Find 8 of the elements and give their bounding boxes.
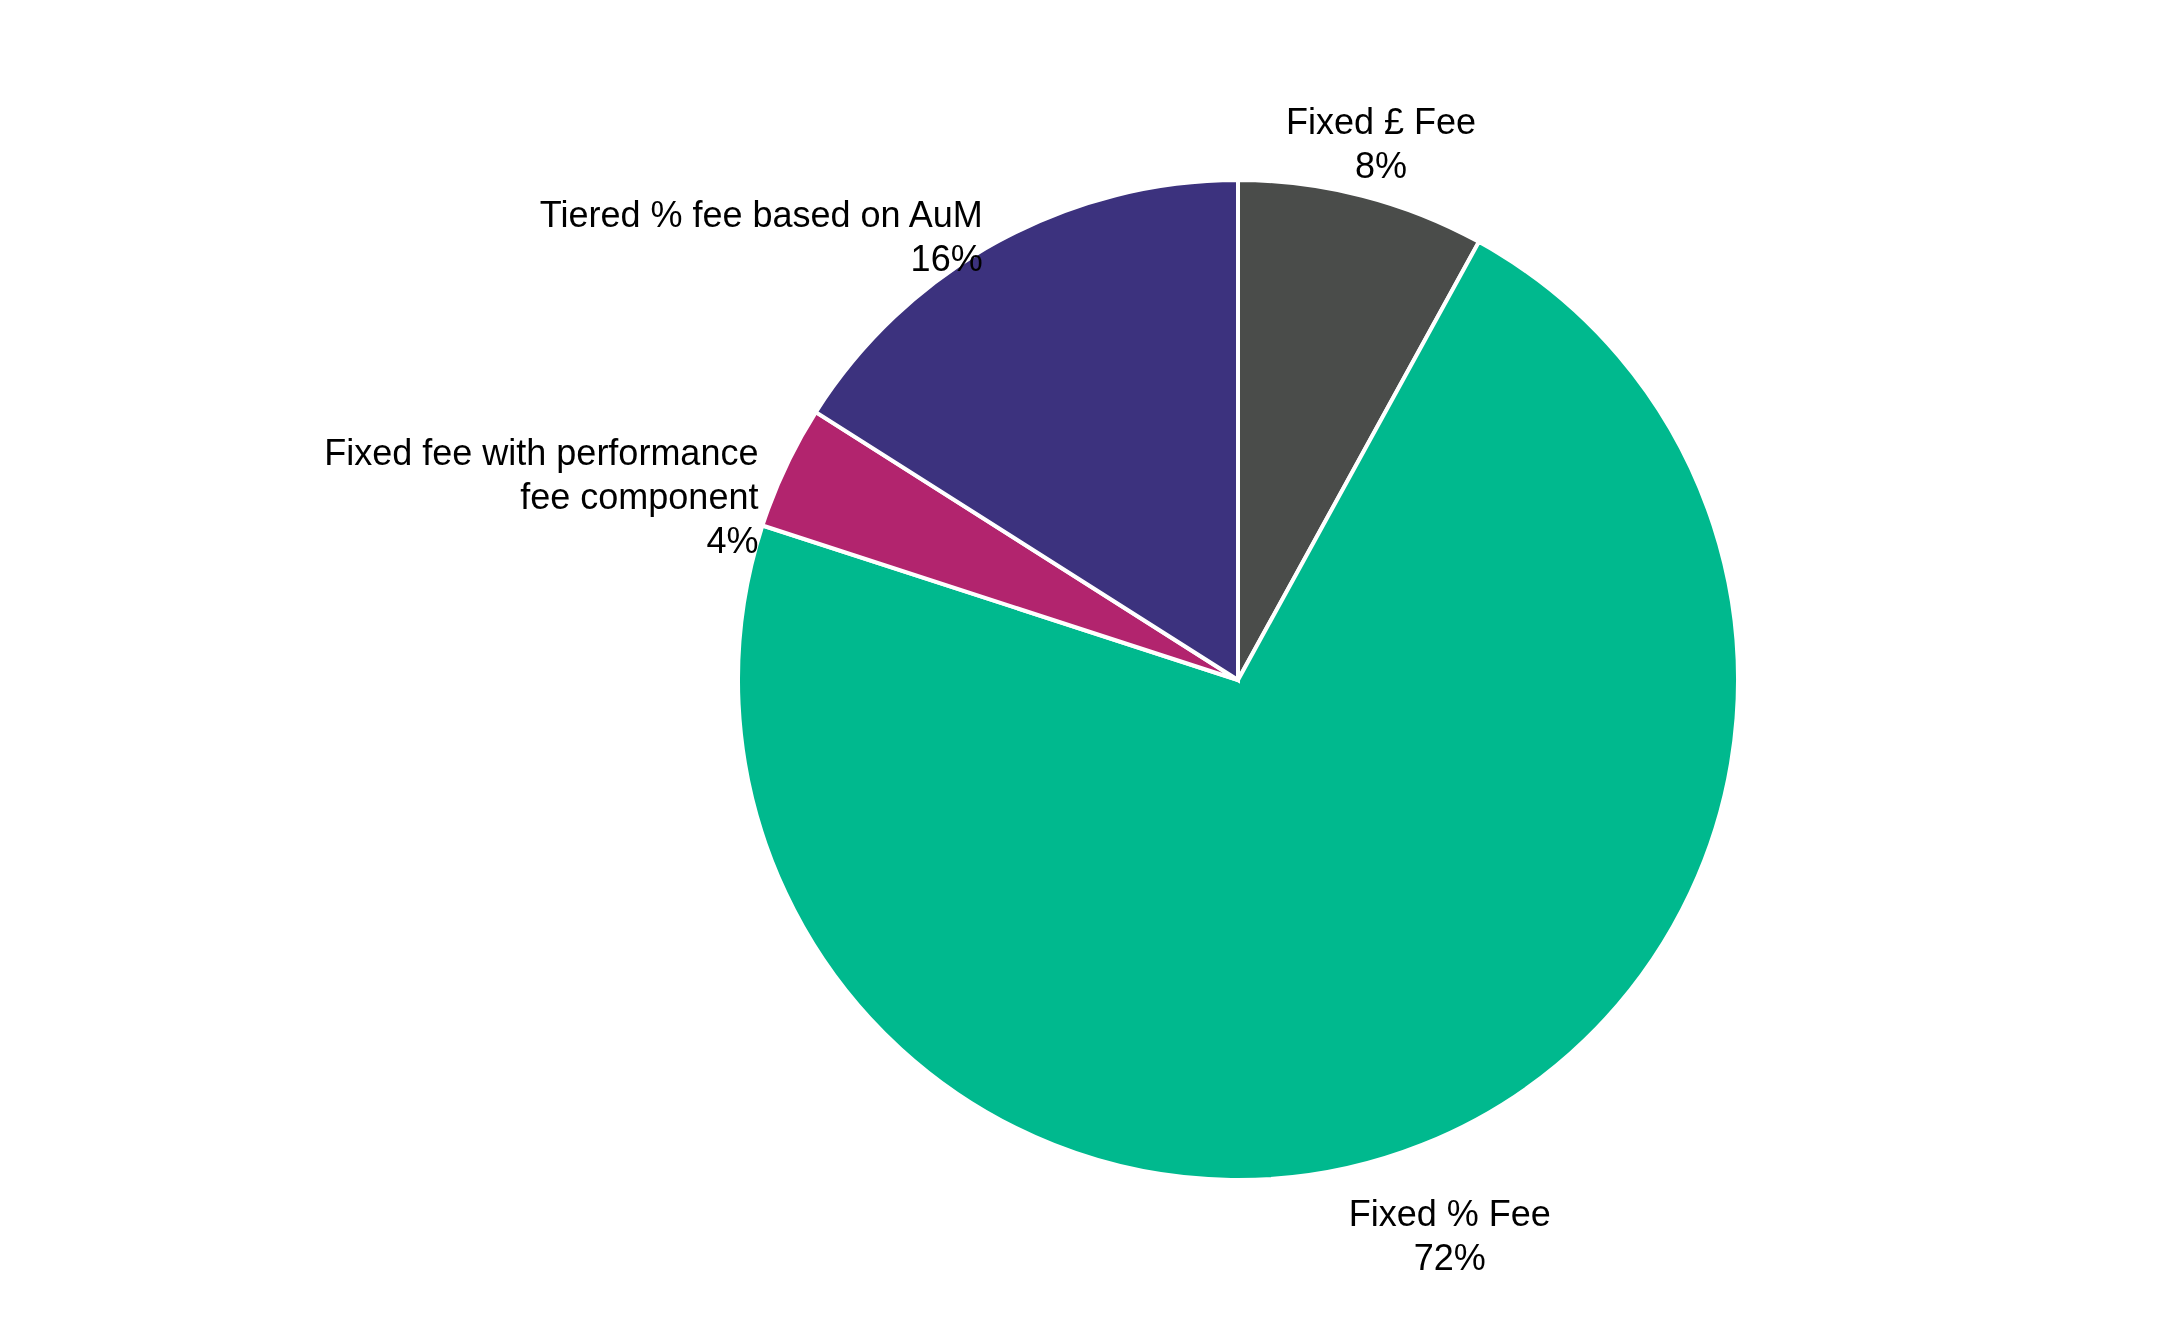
data-label: 8% [1354,145,1408,187]
slice-label: Tiered % fee based on AuM [539,193,983,235]
data-label: 4% [706,520,759,562]
slice-label: Fixed % Fee [1348,1192,1551,1234]
slice-label: Fixed £ Fee [1285,101,1477,143]
slice-label: Fixed fee with performance fee component [324,432,759,518]
data-label: 72% [1413,1236,1486,1278]
data-label: 16% [910,237,983,279]
